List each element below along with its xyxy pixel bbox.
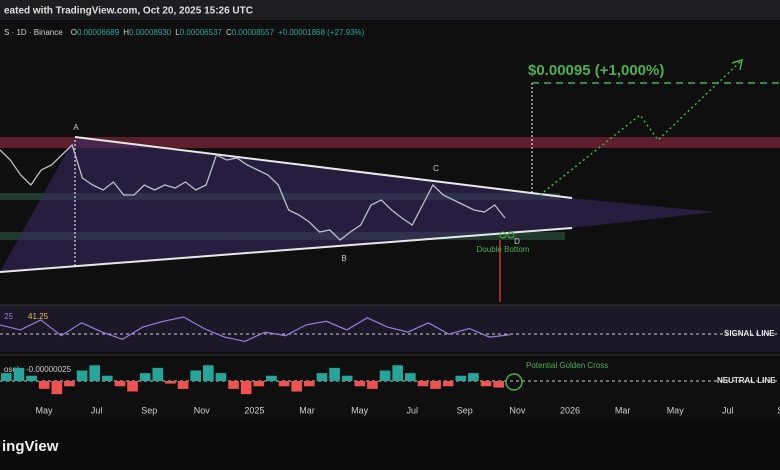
histogram-bar [278, 381, 290, 387]
cross-label: Potential Golden Cross [526, 361, 608, 370]
macd-value: -0.00000025 [26, 365, 71, 374]
neutral-label: NEUTRAL LINE [717, 376, 776, 385]
x-tick-label: 2025 [244, 405, 264, 415]
histogram-bar [405, 373, 416, 381]
rsi-label: 25 [4, 312, 13, 321]
histogram-bar [1, 373, 12, 381]
histogram-bar [304, 381, 315, 387]
histogram-bar [165, 381, 176, 384]
ohlc-key: L [175, 28, 180, 37]
histogram-bar [13, 367, 25, 381]
histogram-bar [89, 365, 100, 381]
cross-marker [505, 373, 523, 391]
histogram-bar [203, 365, 214, 381]
x-tick-label: May [667, 405, 685, 415]
arrow-head [731, 58, 743, 71]
x-tick-label: Jul [91, 405, 103, 415]
logo: ingView [2, 438, 59, 455]
x-tick-label: Jul [722, 405, 734, 415]
rsi-panel [0, 305, 780, 352]
x-tick-label: Sep [457, 405, 473, 415]
point-label: C [433, 164, 439, 173]
point-label: A [73, 123, 79, 132]
triangle-fill [0, 137, 715, 272]
point-label: D [514, 237, 520, 246]
histogram-bar [392, 365, 403, 381]
ohlc-key: H [123, 28, 129, 37]
histogram-bar [64, 381, 75, 387]
x-tick-label: May [35, 405, 53, 415]
footer-bar [0, 420, 780, 470]
header-bar [0, 0, 780, 20]
ohlc-value: 0.00008557 [232, 28, 275, 37]
histogram-bar [493, 381, 504, 388]
x-tick-label: Nov [509, 405, 526, 415]
x-tick-label: Jul [406, 405, 418, 415]
rsi-value: 41.25 [28, 312, 49, 321]
x-tick-label: Mar [299, 405, 315, 415]
x-tick-label: Sep [141, 405, 157, 415]
x-tick-label: Nov [194, 405, 211, 415]
ohlc-value: 0.00006689 [77, 28, 120, 37]
macd-label: ose) [4, 365, 20, 374]
ohlc-value: 0.00006537 [180, 28, 223, 37]
histogram-bar [341, 375, 353, 381]
x-tick-label: S [777, 405, 780, 415]
histogram-bar [177, 381, 189, 389]
ohlc-key: C [226, 28, 232, 37]
histogram-bar [114, 381, 126, 387]
histogram-bar [480, 381, 492, 387]
histogram-bar [442, 381, 454, 387]
annotation: Double Bottom [477, 245, 530, 254]
trend-line [0, 227, 573, 273]
x-tick-label: May [351, 405, 369, 415]
x-tick-label: 2026 [560, 405, 580, 415]
histogram-bar [215, 373, 227, 381]
histogram-bar [51, 381, 63, 395]
histogram-bar [430, 381, 441, 389]
histogram-bar [379, 370, 391, 381]
signal-label: SIGNAL LINE [724, 329, 775, 338]
histogram-bar [26, 375, 37, 381]
histogram-bar [316, 373, 328, 381]
histogram-bar [468, 373, 479, 381]
histogram-bar [228, 381, 239, 389]
ohlc-value: 0.00008930 [129, 28, 172, 37]
histogram-bar [417, 381, 429, 387]
histogram-bar [367, 381, 378, 389]
histogram-bar [139, 373, 151, 381]
histogram-bar [102, 375, 113, 381]
target-label: $0.00095 (+1,000%) [528, 62, 664, 79]
histogram-bar [76, 370, 88, 381]
histogram-bar [455, 375, 467, 381]
histogram-bar [240, 381, 252, 395]
resistance-zone [0, 137, 780, 148]
price-line [0, 143, 506, 241]
marker [507, 231, 515, 239]
histogram-bar [266, 375, 277, 381]
projection-path [539, 61, 741, 196]
histogram-bar [38, 381, 50, 389]
histogram-bar [253, 381, 265, 387]
histogram-bar [291, 381, 302, 392]
histogram-bar [127, 381, 138, 392]
marker [499, 231, 507, 239]
histogram-bar [152, 367, 164, 381]
symbol: S · 1D · Binance [4, 28, 63, 37]
histogram-bar [354, 381, 366, 387]
point-label: B [341, 254, 346, 263]
header-title: eated with TradingView.com, Oct 20, 2025… [4, 6, 253, 17]
ohlc-key: O [71, 28, 77, 37]
histogram-bar [190, 370, 201, 381]
trend-line [74, 136, 573, 199]
histogram-bar [329, 367, 340, 381]
change: +0.00001868 (+27.93%) [278, 28, 365, 37]
rsi-line [0, 316, 511, 343]
x-tick-label: Mar [615, 405, 631, 415]
